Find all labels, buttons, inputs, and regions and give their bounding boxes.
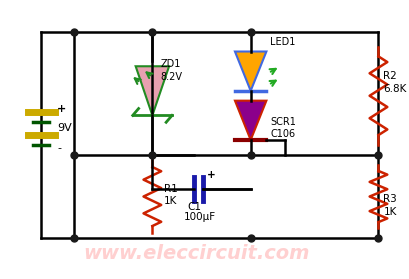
Polygon shape — [234, 52, 266, 91]
Text: 8.2V: 8.2V — [160, 72, 182, 82]
Text: C106: C106 — [270, 129, 295, 139]
Text: +: + — [57, 104, 66, 114]
Text: www.eleccircuit.com: www.eleccircuit.com — [83, 244, 309, 263]
Text: 9V: 9V — [57, 123, 72, 133]
Text: ZD1: ZD1 — [160, 59, 180, 69]
Text: 6.8K: 6.8K — [382, 84, 406, 94]
Text: 1K: 1K — [164, 196, 177, 206]
Text: -: - — [57, 143, 61, 153]
Text: SCR1: SCR1 — [270, 117, 295, 127]
Text: +: + — [206, 170, 215, 181]
Polygon shape — [234, 101, 266, 140]
Text: 100μF: 100μF — [183, 212, 216, 222]
Text: 1K: 1K — [382, 207, 396, 217]
Text: C1: C1 — [187, 202, 201, 212]
Text: R3: R3 — [382, 194, 396, 204]
Polygon shape — [135, 66, 169, 116]
Text: R2: R2 — [382, 71, 396, 81]
Text: R1: R1 — [164, 184, 178, 194]
Text: LED1: LED1 — [270, 37, 295, 47]
